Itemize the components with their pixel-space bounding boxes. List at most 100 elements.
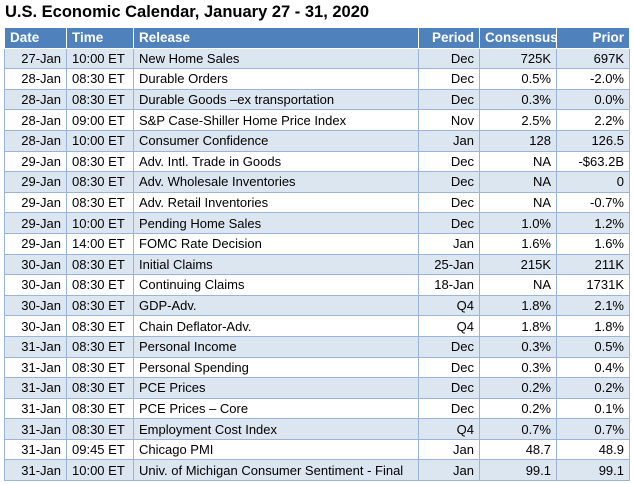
table-row: 31-Jan 08:30 ET PCE Prices – Core Dec 0.2% 0.… [4,397,630,420]
column-header: Prior [556,27,630,49]
table-row: 30-Jan 08:30 ET GDP-Adv. Q4 1.8% 2.1% [4,294,630,317]
table-cell: 1.2% [556,212,630,234]
table-cell: 126.5 [556,129,630,152]
table-cell: 29-Jan [4,232,67,255]
table-cell: 28-Jan [4,109,67,131]
table-row: 31-Jan 08:30 ET Employment Cost Index Q4 0.7… [4,418,630,440]
table-cell: 08:30 ET [66,171,134,193]
column-header: Date [4,27,67,49]
table-cell: 0.1% [556,397,630,420]
table-cell: S&P Case-Shiller Home Price Index [133,109,419,131]
table-cell: -$63.2B [556,150,630,173]
table-cell: 128 [479,129,557,152]
table-row: 31-Jan 09:45 ET Chicago PMI Jan 48.7 48.9 [4,438,630,461]
table-cell: Employment Cost Index [133,418,419,440]
table-cell: Pending Home Sales [133,212,419,234]
table-cell: Continuing Claims [133,274,419,296]
table-cell: 99.1 [556,459,630,482]
table-cell: 29-Jan [4,191,67,214]
table-cell: 08:30 ET [66,315,134,337]
table-cell: Dec [418,68,480,90]
column-header: Time [66,27,134,49]
table-row: 29-Jan 14:00 ET FOMC Rate Decision Jan 1.6% 1… [4,232,630,255]
table-cell: 29-Jan [4,150,67,173]
table-cell: 99.1 [479,459,557,482]
table-cell: Jan [418,438,480,461]
table-cell: 08:30 ET [66,150,134,173]
table-cell: NA [479,150,557,173]
table-cell: 0.7% [479,418,557,440]
table-cell: 0.3% [479,88,557,111]
table-cell: 08:30 ET [66,418,134,440]
table-cell: 10:00 ET [66,47,134,70]
table-row: 29-Jan 10:00 ET Pending Home Sales Dec 1.0% 1… [4,212,630,234]
table-cell: -2.0% [556,68,630,90]
table-cell: 31-Jan [4,459,67,482]
table-cell: Chain Deflator-Adv. [133,315,419,337]
table-cell: Durable Orders [133,68,419,90]
table-cell: NA [479,274,557,296]
table-cell: 1.8% [479,294,557,317]
table-cell: 14:00 ET [66,232,134,255]
table-cell: 25-Jan [418,253,480,276]
table-cell: 0.3% [479,356,557,379]
table-cell: FOMC Rate Decision [133,232,419,255]
table-cell: Consumer Confidence [133,129,419,152]
table-cell: 28-Jan [4,129,67,152]
table-cell: Personal Income [133,335,419,358]
table-cell: 0.4% [556,356,630,379]
table-cell: 09:45 ET [66,438,134,461]
table-cell: Dec [418,150,480,173]
table-cell: Dec [418,377,480,399]
table-row: 30-Jan 08:30 ET Continuing Claims 18-Jan NA 1… [4,274,630,296]
table-cell: Adv. Retail Inventories [133,191,419,214]
table-cell: Personal Spending [133,356,419,379]
table-cell: 30-Jan [4,294,67,317]
table-cell: 215K [479,253,557,276]
table-cell: 30-Jan [4,274,67,296]
table-cell: 08:30 ET [66,397,134,420]
table-cell: 08:30 ET [66,253,134,276]
column-header: Consensus [479,27,557,49]
table-cell: 1.6% [556,232,630,255]
table-cell: 1.8% [556,315,630,337]
table-cell: Chicago PMI [133,438,419,461]
table-row: 28-Jan 08:30 ET Durable Goods –ex transpor… [4,88,630,111]
table-row: 30-Jan 08:30 ET Initial Claims 25-Jan 215K 21… [4,253,630,276]
table-cell: Jan [418,232,480,255]
table-cell: Initial Claims [133,253,419,276]
table-row: 31-Jan 08:30 ET PCE Prices Dec 0.2% 0.2% [4,377,630,399]
table-cell: 0.3% [479,335,557,358]
column-header: Release [133,27,419,49]
table-cell: -0.7% [556,191,630,214]
table-cell: 2.5% [479,109,557,131]
table-cell: 08:30 ET [66,88,134,111]
table-cell: Q4 [418,294,480,317]
table-cell: 10:00 ET [66,129,134,152]
table-cell: 2.2% [556,109,630,131]
table-cell: Nov [418,109,480,131]
table-cell: 31-Jan [4,377,67,399]
table-cell: 30-Jan [4,253,67,276]
table-cell: Dec [418,212,480,234]
table-body: 27-Jan 10:00 ET New Home Sales Dec 725K 697K 2… [4,47,630,482]
table-cell: Dec [418,171,480,193]
table-cell: PCE Prices [133,377,419,399]
table-cell: 0.2% [556,377,630,399]
table-cell: 30-Jan [4,315,67,337]
table-row: 28-Jan 09:00 ET S&P Case-Shiller Home Pric… [4,109,630,131]
table-cell: 31-Jan [4,356,67,379]
table-cell: 08:30 ET [66,377,134,399]
table-cell: 31-Jan [4,397,67,420]
table-cell: Q4 [418,315,480,337]
table-row: 29-Jan 08:30 ET Adv. Intl. Trade in Goods D… [4,150,630,173]
table-cell: 29-Jan [4,171,67,193]
table-row: 28-Jan 10:00 ET Consumer Confidence Jan 128 1… [4,129,630,152]
table-cell: 18-Jan [418,274,480,296]
table-cell: 48.7 [479,438,557,461]
table-cell: 1731K [556,274,630,296]
table-cell: 2.1% [556,294,630,317]
table-cell: 31-Jan [4,438,67,461]
header-row: Date Time Release Period Consensus Prior [4,27,630,49]
